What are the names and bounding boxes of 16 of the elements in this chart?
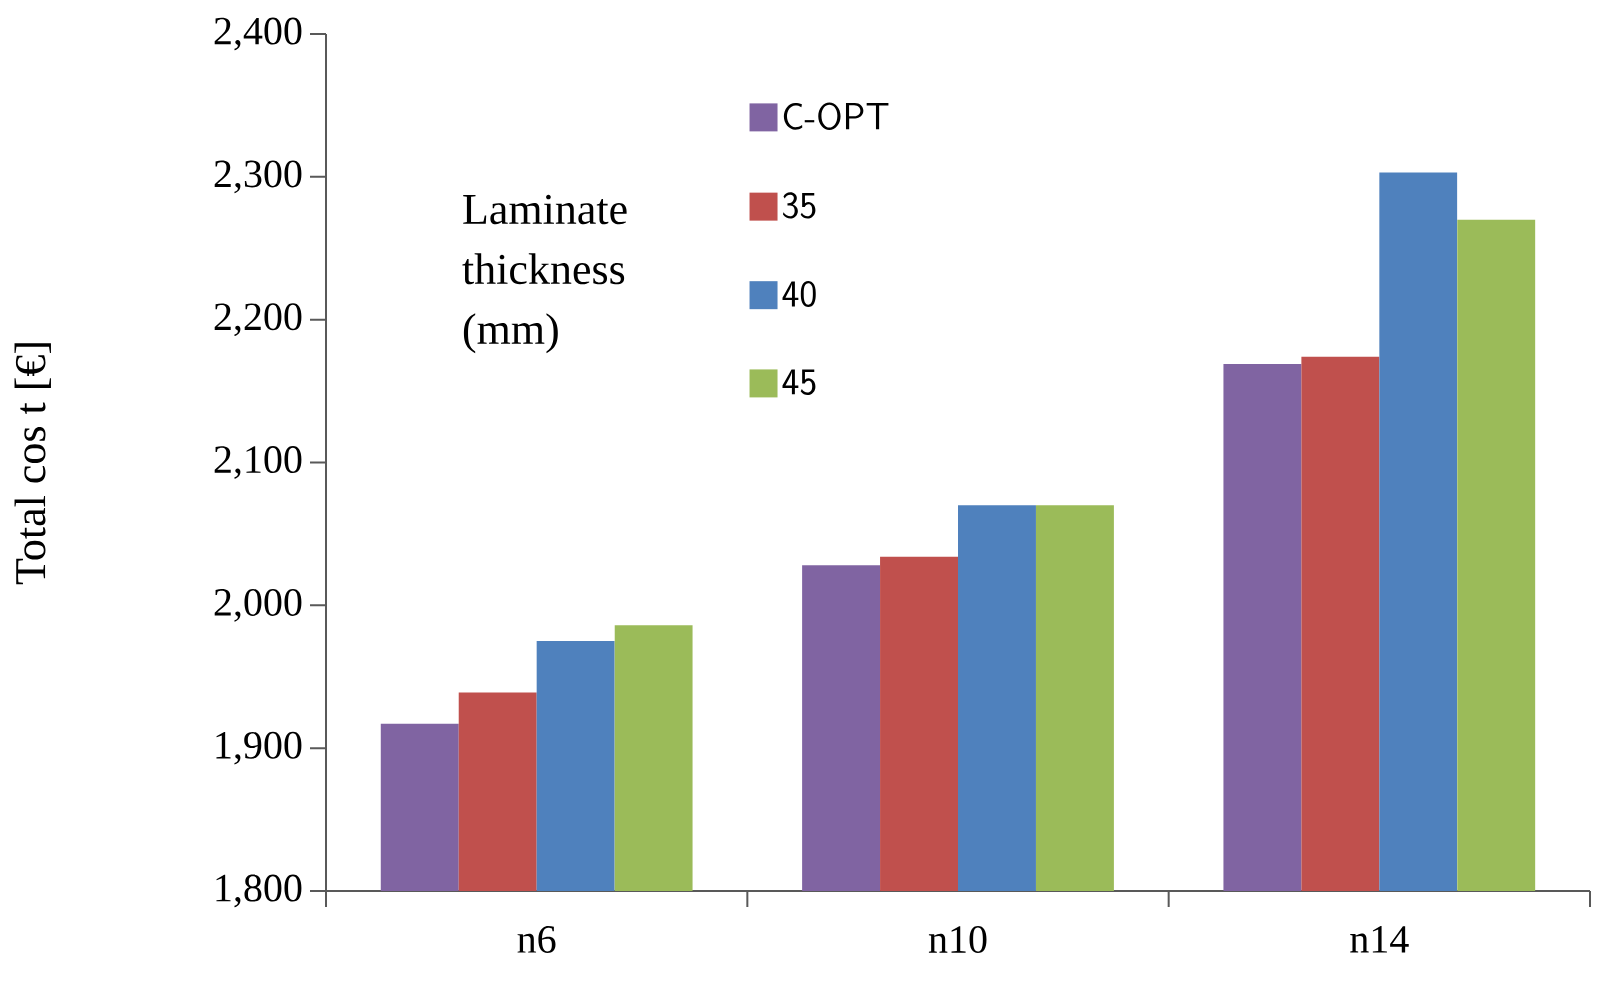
legend-label: 35	[783, 192, 816, 219]
y-tick-label: 2,200	[214, 303, 302, 337]
x-tick-label: n14	[1350, 926, 1409, 953]
y-tick-label: 1,900	[216, 731, 302, 765]
legend-label: 45	[782, 369, 816, 395]
y-tick-label: 1,800	[216, 874, 302, 908]
legend-label: C-OPT	[783, 102, 889, 130]
x-tick-label: n6	[517, 926, 556, 953]
y-tick-label: 2,400	[214, 17, 302, 51]
y-tick-label: 2,000	[214, 588, 302, 622]
y-tick-label: 2,300	[214, 160, 302, 194]
x-tick-label: n10	[928, 926, 987, 954]
legend-title: Laminate thickness (mm)	[462, 194, 627, 354]
y-axis-title: Total cos t [€]	[14, 343, 51, 585]
legend-label: 40	[782, 280, 816, 308]
y-tick-label: 2,100	[214, 446, 302, 479]
